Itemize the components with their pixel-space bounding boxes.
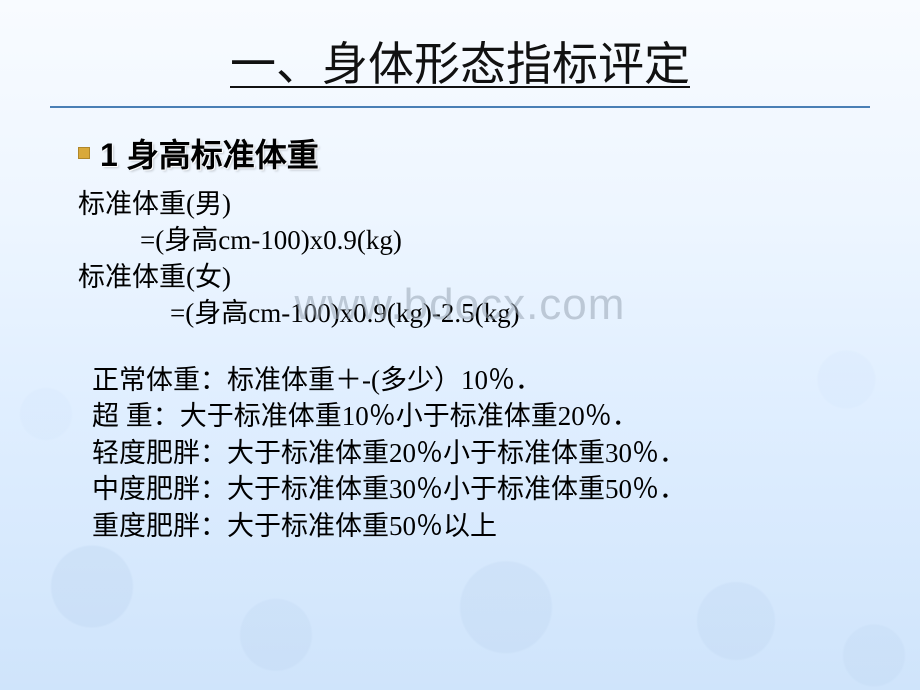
slide-container: 一、身体形态指标评定 www.bdocx.com 1 身高标准体重 标准体重(男… <box>0 0 920 690</box>
slide-title: 一、身体形态指标评定 <box>50 28 870 94</box>
category-moderate: 中度肥胖：大于标准体重30％小于标准体重50％． <box>92 471 870 507</box>
category-mild: 轻度肥胖：大于标准体重20％小于标准体重30％． <box>92 435 870 471</box>
category-severe: 重度肥胖：大于标准体重50％以上 <box>92 508 870 544</box>
male-formula: =(身高cm-100)x0.9(kg) <box>140 222 870 258</box>
heading-row: 1 身高标准体重 <box>78 130 870 176</box>
female-label: 标准体重(女) <box>78 259 870 295</box>
category-normal: 正常体重：标准体重＋-(多少）10％． <box>92 362 870 398</box>
square-bullet-icon <box>78 147 90 159</box>
female-formula: =(身高cm-100)x0.9(kg)-2.5(kg) <box>170 295 870 331</box>
category-overweight: 超 重：大于标准体重10％小于标准体重20％． <box>92 398 870 434</box>
section-heading: 1 身高标准体重 <box>100 130 319 176</box>
male-label: 标准体重(男) <box>78 186 870 222</box>
title-rule <box>50 106 870 108</box>
